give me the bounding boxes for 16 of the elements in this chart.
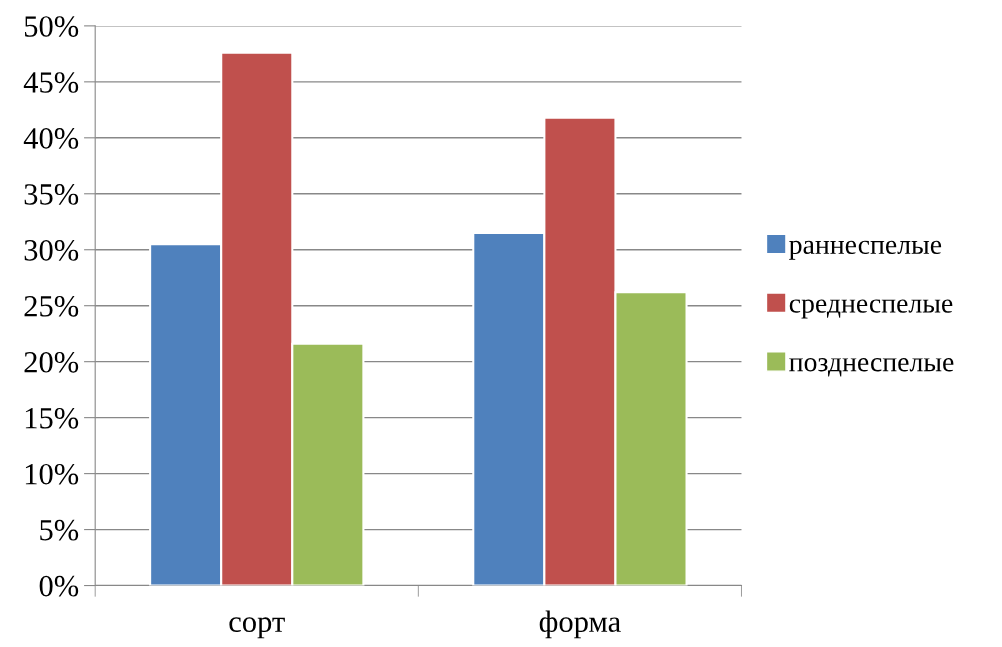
y-tick-label: 15% [25,407,79,429]
x-tick-label: форма [539,610,621,639]
x-tick-label: сорт [229,617,285,639]
y-tick-label: 30% [24,240,79,261]
y-tick-label: 25% [24,295,79,317]
y-tick-label: 45% [23,72,79,93]
legend-label: раннеспелые [789,240,942,260]
y-tick-label: 0% [39,575,79,597]
y-tick-label: 5% [40,519,79,541]
y-tick-label: 20% [24,351,79,373]
legend-label: позднеспелые [789,358,954,377]
y-tick-label: 40% [23,128,79,149]
legend-label: среднеспелые [789,299,953,319]
y-tick-label: 10% [25,463,79,485]
y-tick-label: 50% [24,16,79,37]
y-tick-label: 35% [24,184,79,205]
